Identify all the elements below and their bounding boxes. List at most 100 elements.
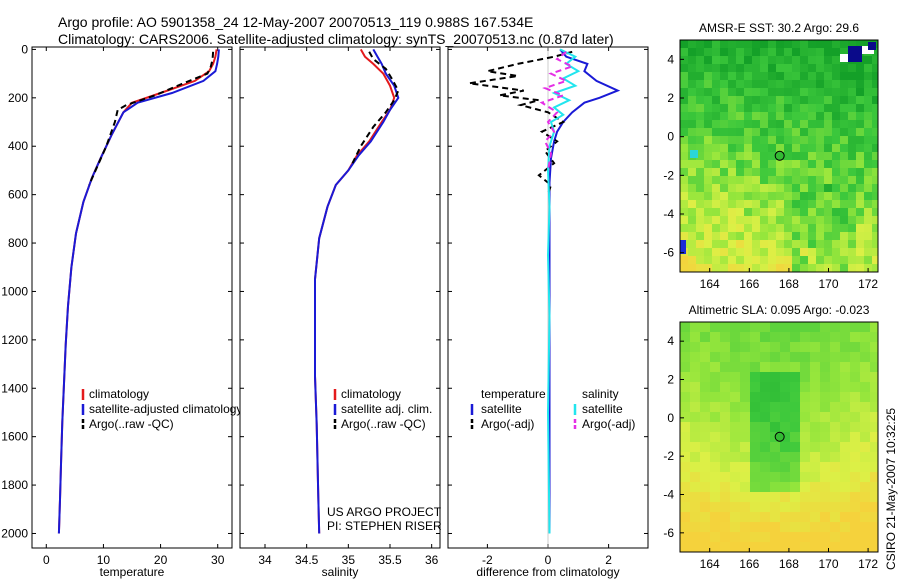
- sst-map-cell: [816, 72, 824, 80]
- sst-map-cell: [784, 104, 792, 112]
- sla-map-cell: [710, 372, 720, 382]
- sla-map-cell: [690, 482, 700, 492]
- sla-map-cell: [720, 542, 730, 552]
- sst-map-cell: [784, 256, 792, 264]
- sla-map-cell: [840, 422, 850, 432]
- sst-map-cell: [864, 248, 872, 256]
- sst-map-cell: [736, 200, 744, 208]
- sla-map-cell: [800, 392, 810, 402]
- sla-map-cell: [760, 412, 770, 422]
- sst-map-cell: [792, 64, 800, 72]
- sst-map-cell: [840, 144, 848, 152]
- sst-map-cell: [744, 176, 752, 184]
- sla-map-cell: [700, 492, 710, 502]
- sst-map-cell: [728, 112, 736, 120]
- sst-map-cell: [688, 96, 696, 104]
- sla-map-cell: [760, 482, 770, 492]
- sst-map-cell: [696, 240, 704, 248]
- sla-map-cell: [780, 522, 790, 532]
- sla-map-cell: [770, 342, 780, 352]
- sla-map-cell: [790, 422, 800, 432]
- sst-map-cell: [832, 224, 840, 232]
- sst-map-cell: [832, 40, 840, 48]
- sla-map-cell: [860, 512, 870, 522]
- sla-map-xtick-label: 166: [739, 557, 759, 571]
- sst-map-cell: [848, 176, 856, 184]
- sst-map-cell: [792, 192, 800, 200]
- sla-map-cell: [680, 512, 690, 522]
- sst-map-cell: [752, 264, 760, 272]
- sst-map-cell: [768, 120, 776, 128]
- sst-map-cell: [800, 144, 808, 152]
- sla-map-cell: [830, 452, 840, 462]
- sla-map-cell: [710, 332, 720, 342]
- sst-map-cell: [752, 152, 760, 160]
- sst-map-cell: [712, 256, 720, 264]
- sla-map-cell: [750, 482, 760, 492]
- sla-map-cell: [790, 392, 800, 402]
- diff-legend-temp-label: Argo(-adj): [481, 417, 534, 431]
- sla-map-cell: [830, 392, 840, 402]
- sla-map-cell: [680, 432, 690, 442]
- sla-map-cell: [800, 382, 810, 392]
- sst-map-cell: [808, 40, 816, 48]
- sst-map-cell: [840, 232, 848, 240]
- sst-map-cell: [696, 208, 704, 216]
- sla-map-cell: [810, 542, 820, 552]
- sla-map-cell: [710, 532, 720, 542]
- sst-map-cell: [768, 208, 776, 216]
- sla-map-cell: [870, 512, 878, 522]
- sst-map-cell: [736, 48, 744, 56]
- sla-map-cell: [750, 392, 760, 402]
- sla-map-cell: [790, 352, 800, 362]
- sla-map-cell: [740, 372, 750, 382]
- sst-map-cell: [696, 56, 704, 64]
- sst-map-cell: [720, 112, 728, 120]
- sla-map-cell: [780, 372, 790, 382]
- sla-map-cell: [830, 462, 840, 472]
- sst-map-cell: [792, 104, 800, 112]
- sst-map-cell: [736, 256, 744, 264]
- sst-map-cell: [864, 136, 872, 144]
- sst-map-cell: [680, 176, 688, 184]
- sst-map-cell: [856, 200, 864, 208]
- sst-map-cell: [704, 136, 712, 144]
- sla-map-cell: [870, 502, 878, 512]
- sst-map-ytick-label: 4: [667, 52, 674, 66]
- sst-map-cell: [752, 96, 760, 104]
- sla-map-cell: [730, 472, 740, 482]
- sst-map-cell: [856, 96, 864, 104]
- sst-map-cell: [824, 176, 832, 184]
- salinity-profile-series-argo: [351, 51, 400, 164]
- sst-map-cell: [840, 192, 848, 200]
- sla-map-cell: [860, 322, 870, 332]
- sst-map-cell: [784, 232, 792, 240]
- sla-map-cell: [740, 542, 750, 552]
- figure-title-line-1: Argo profile: AO 5901358_24 12-May-2007 …: [58, 14, 534, 30]
- sst-map-cell: [688, 64, 696, 72]
- sst-map-cell: [776, 64, 784, 72]
- sst-map-cell: [784, 56, 792, 64]
- sla-map-cell: [730, 322, 740, 332]
- sst-map-cell: [792, 152, 800, 160]
- depth-tick-label: 800: [8, 236, 28, 250]
- sla-map-cell: [770, 532, 780, 542]
- salinity-profile-xtick-label: 36: [425, 553, 439, 567]
- sla-map-cell: [850, 532, 860, 542]
- sst-map-cell: [872, 248, 878, 256]
- sst-missing-cell: [840, 54, 848, 62]
- sst-map-cell: [800, 224, 808, 232]
- sla-map-cell: [760, 472, 770, 482]
- sst-map-cell: [688, 264, 696, 272]
- sst-map-cell: [680, 136, 688, 144]
- sla-map-cell: [740, 352, 750, 362]
- sla-map-cell: [800, 402, 810, 412]
- sla-map-cell: [870, 402, 878, 412]
- sst-map-cell: [816, 264, 824, 272]
- sla-map-cell: [860, 482, 870, 492]
- sst-map-cell: [856, 136, 864, 144]
- sla-map-cell: [820, 462, 830, 472]
- sst-map-cell: [864, 216, 872, 224]
- sst-map-cell: [720, 128, 728, 136]
- sst-map-cell: [760, 160, 768, 168]
